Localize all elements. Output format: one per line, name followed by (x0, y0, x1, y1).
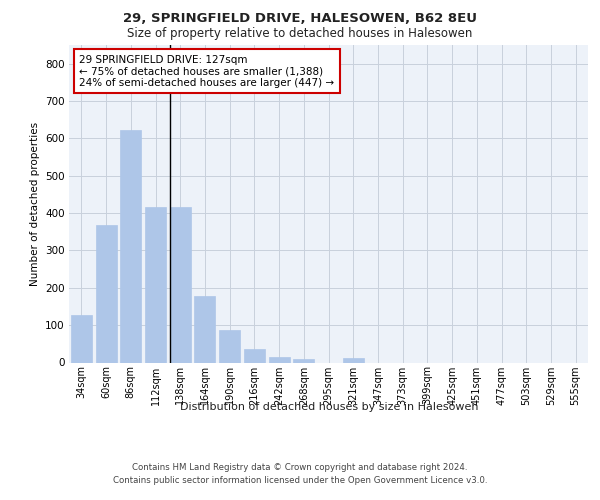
Text: 29, SPRINGFIELD DRIVE, HALESOWEN, B62 8EU: 29, SPRINGFIELD DRIVE, HALESOWEN, B62 8E… (123, 12, 477, 26)
Bar (145, 208, 166, 362)
Bar (244, 350, 265, 362)
Text: 29 SPRINGFIELD DRIVE: 127sqm
← 75% of detached houses are smaller (1,388)
24% of: 29 SPRINGFIELD DRIVE: 127sqm ← 75% of de… (79, 54, 335, 88)
Bar (120, 130, 141, 362)
Text: Distribution of detached houses by size in Halesowen: Distribution of detached houses by size … (179, 402, 478, 412)
Bar (343, 358, 364, 362)
Bar (219, 330, 240, 362)
Bar (194, 296, 215, 362)
Y-axis label: Number of detached properties: Number of detached properties (29, 122, 40, 286)
Text: Size of property relative to detached houses in Halesowen: Size of property relative to detached ho… (127, 28, 473, 40)
Bar (95, 225, 116, 362)
Bar (293, 359, 314, 362)
Bar (170, 208, 191, 362)
Text: Contains HM Land Registry data © Crown copyright and database right 2024.: Contains HM Land Registry data © Crown c… (132, 462, 468, 471)
Bar (71, 314, 92, 362)
Bar (269, 357, 290, 362)
Text: Contains public sector information licensed under the Open Government Licence v3: Contains public sector information licen… (113, 476, 487, 485)
